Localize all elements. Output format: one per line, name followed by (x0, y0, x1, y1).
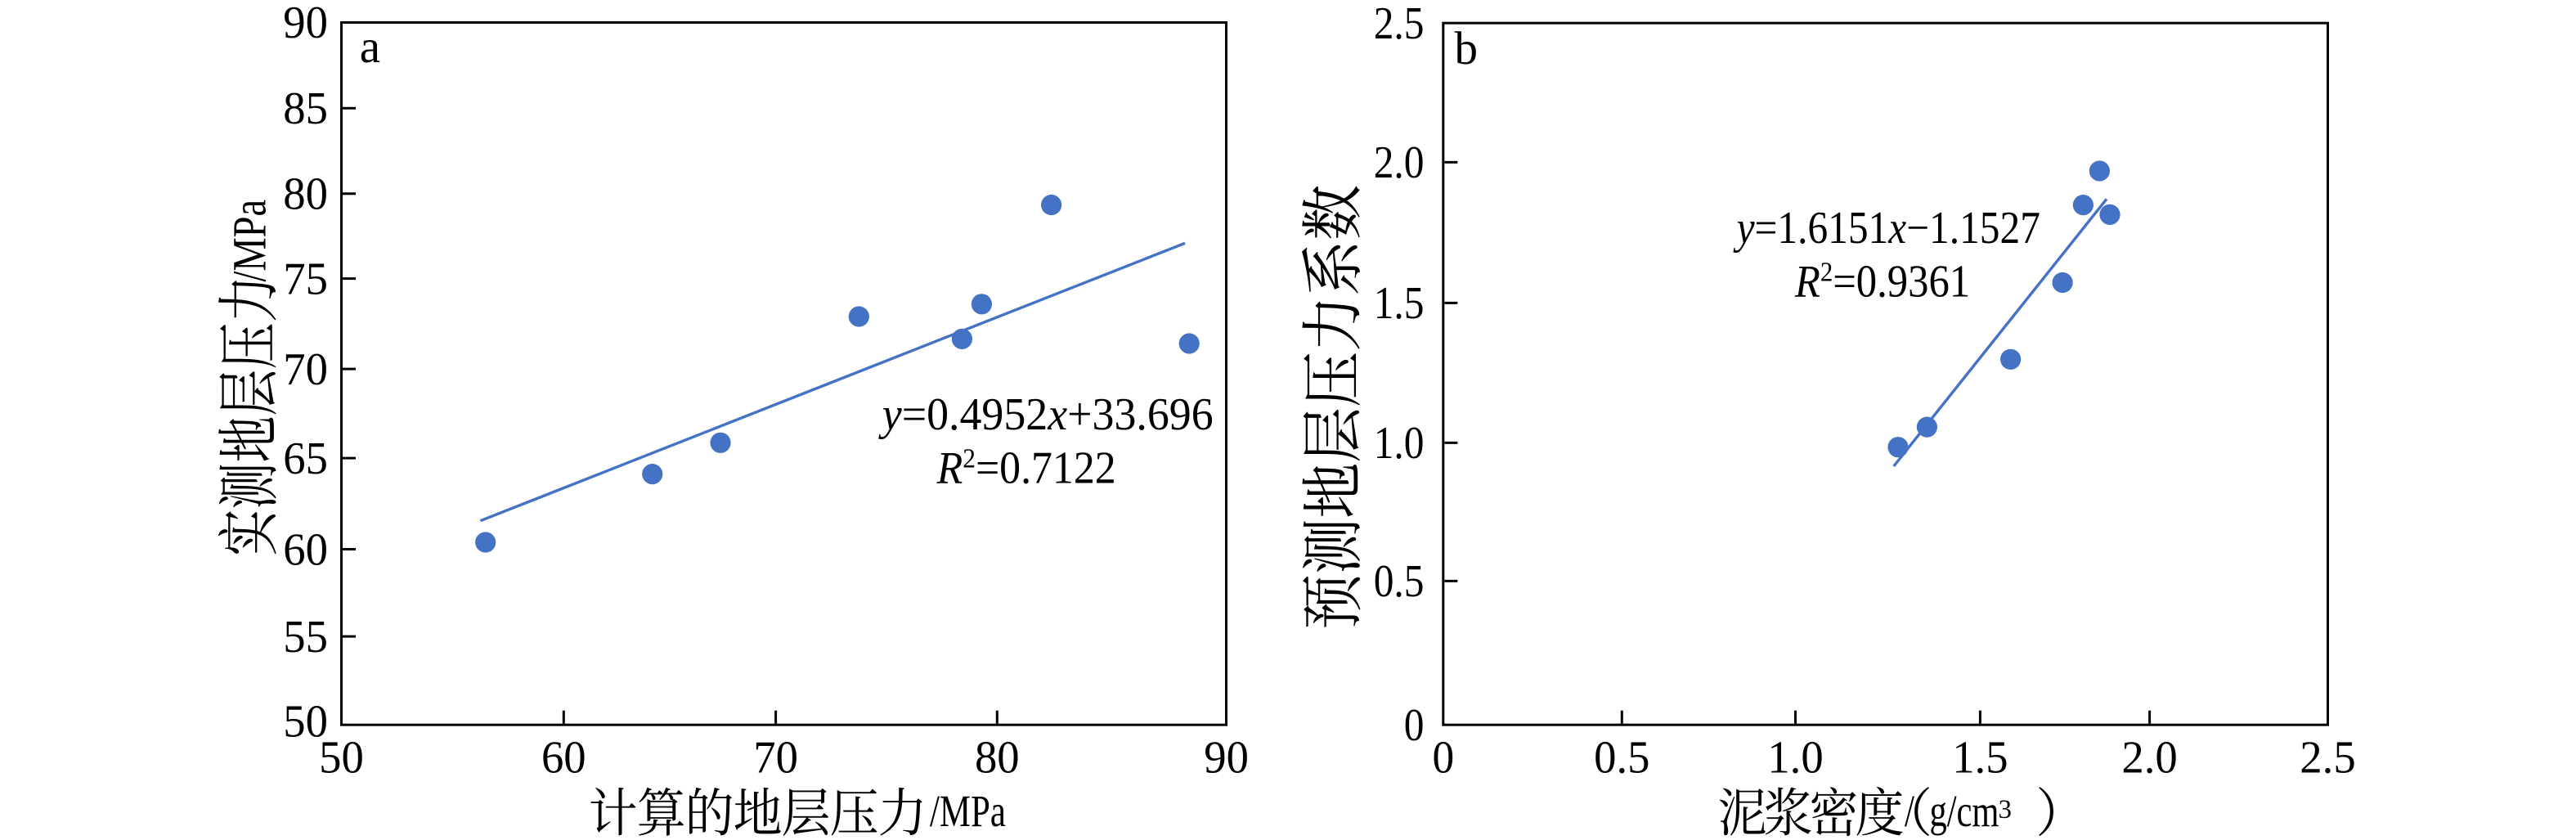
svg-text:0: 0 (1404, 700, 1425, 751)
svg-text:b: b (1455, 23, 1479, 74)
svg-text:/: / (1905, 786, 1914, 836)
svg-text:/MPa: /MPa (930, 786, 1006, 836)
svg-text:55: 55 (283, 612, 328, 663)
svg-text:80: 80 (975, 733, 1020, 784)
svg-text:R2=0.7122: R2=0.7122 (936, 442, 1116, 493)
svg-text:80: 80 (283, 169, 328, 220)
svg-text:70: 70 (283, 344, 328, 395)
svg-text:0.5: 0.5 (1374, 556, 1425, 607)
svg-text:90: 90 (1204, 733, 1249, 784)
svg-text:0.5: 0.5 (1594, 733, 1649, 784)
svg-text:y=0.4952x+33.696: y=0.4952x+33.696 (878, 389, 1214, 439)
svg-text:50: 50 (319, 733, 364, 784)
svg-text:a: a (360, 21, 380, 73)
svg-text:50: 50 (283, 697, 328, 748)
svg-text:85: 85 (283, 83, 328, 134)
svg-text:0: 0 (1432, 733, 1454, 784)
svg-text:1.0: 1.0 (1374, 418, 1425, 469)
svg-text:g/cm: g/cm (1930, 786, 1999, 837)
svg-text:70: 70 (753, 733, 798, 784)
svg-text:90: 90 (283, 0, 328, 48)
svg-text:R2=0.9361: R2=0.9361 (1794, 255, 1970, 307)
svg-text:1.5: 1.5 (1952, 733, 2008, 784)
svg-text:65: 65 (283, 433, 328, 484)
svg-text:1.5: 1.5 (1374, 278, 1425, 329)
svg-text:2.5: 2.5 (1374, 0, 1425, 49)
svg-text:75: 75 (283, 254, 328, 304)
svg-text:2.0: 2.0 (1374, 137, 1425, 188)
svg-text:3: 3 (1999, 795, 2013, 824)
svg-text:2.0: 2.0 (2121, 733, 2177, 784)
svg-text:/MPa: /MPa (224, 200, 276, 282)
svg-text:2.5: 2.5 (2300, 733, 2355, 784)
svg-text:y=1.6151x−1.1527: y=1.6151x−1.1527 (1733, 203, 2040, 254)
svg-text:60: 60 (541, 733, 586, 784)
svg-text:1.0: 1.0 (1767, 733, 1823, 784)
svg-text:60: 60 (283, 524, 328, 575)
